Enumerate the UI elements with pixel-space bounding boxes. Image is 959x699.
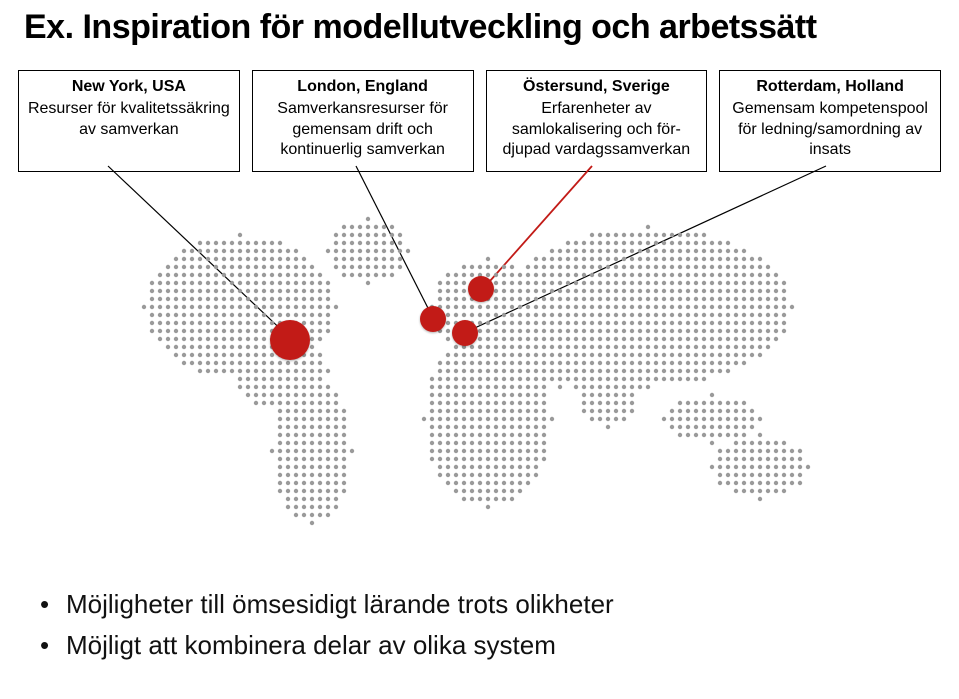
box-body: Gemensam kompetenspool för ledning/samor… — [732, 100, 928, 158]
bullet-item: Möjligt att kombinera delar av olika sys… — [40, 630, 919, 661]
map-pin — [452, 320, 478, 346]
bullets: Möjligheter till ömsesidigt lärande trot… — [40, 589, 919, 671]
map-pin — [420, 306, 446, 332]
dotmap-svg — [100, 195, 860, 555]
box-newyork: New York, USA Resurser för kvalitetssäkr… — [18, 70, 240, 172]
box-rotterdam: Rotterdam, Holland Gemensam kompetenspoo… — [719, 70, 941, 172]
slide: Ex. Inspiration för modellutveckling och… — [0, 0, 959, 699]
box-title: New York, USA — [27, 77, 231, 97]
box-body: Resurser för kvalitetssäkring av samverk… — [28, 100, 230, 137]
box-body: Erfarenheter av samlokalisering och för-… — [503, 100, 691, 158]
map-pin — [468, 276, 494, 302]
bullet-item: Möjligheter till ömsesidigt lärande trot… — [40, 589, 919, 620]
box-title: Rotterdam, Holland — [728, 77, 932, 97]
page-title: Ex. Inspiration för modellutveckling och… — [24, 8, 935, 47]
box-body: Samverkansresurser för gemensam drift oc… — [277, 100, 448, 158]
box-ostersund: Östersund, Sverige Erfarenheter av samlo… — [486, 70, 708, 172]
box-london: London, England Samverkansresurser för g… — [252, 70, 474, 172]
world-dot-map — [0, 195, 959, 565]
boxes-row: New York, USA Resurser för kvalitetssäkr… — [0, 70, 959, 172]
box-title: Östersund, Sverige — [495, 77, 699, 97]
map-pin — [270, 320, 310, 360]
box-title: London, England — [261, 77, 465, 97]
